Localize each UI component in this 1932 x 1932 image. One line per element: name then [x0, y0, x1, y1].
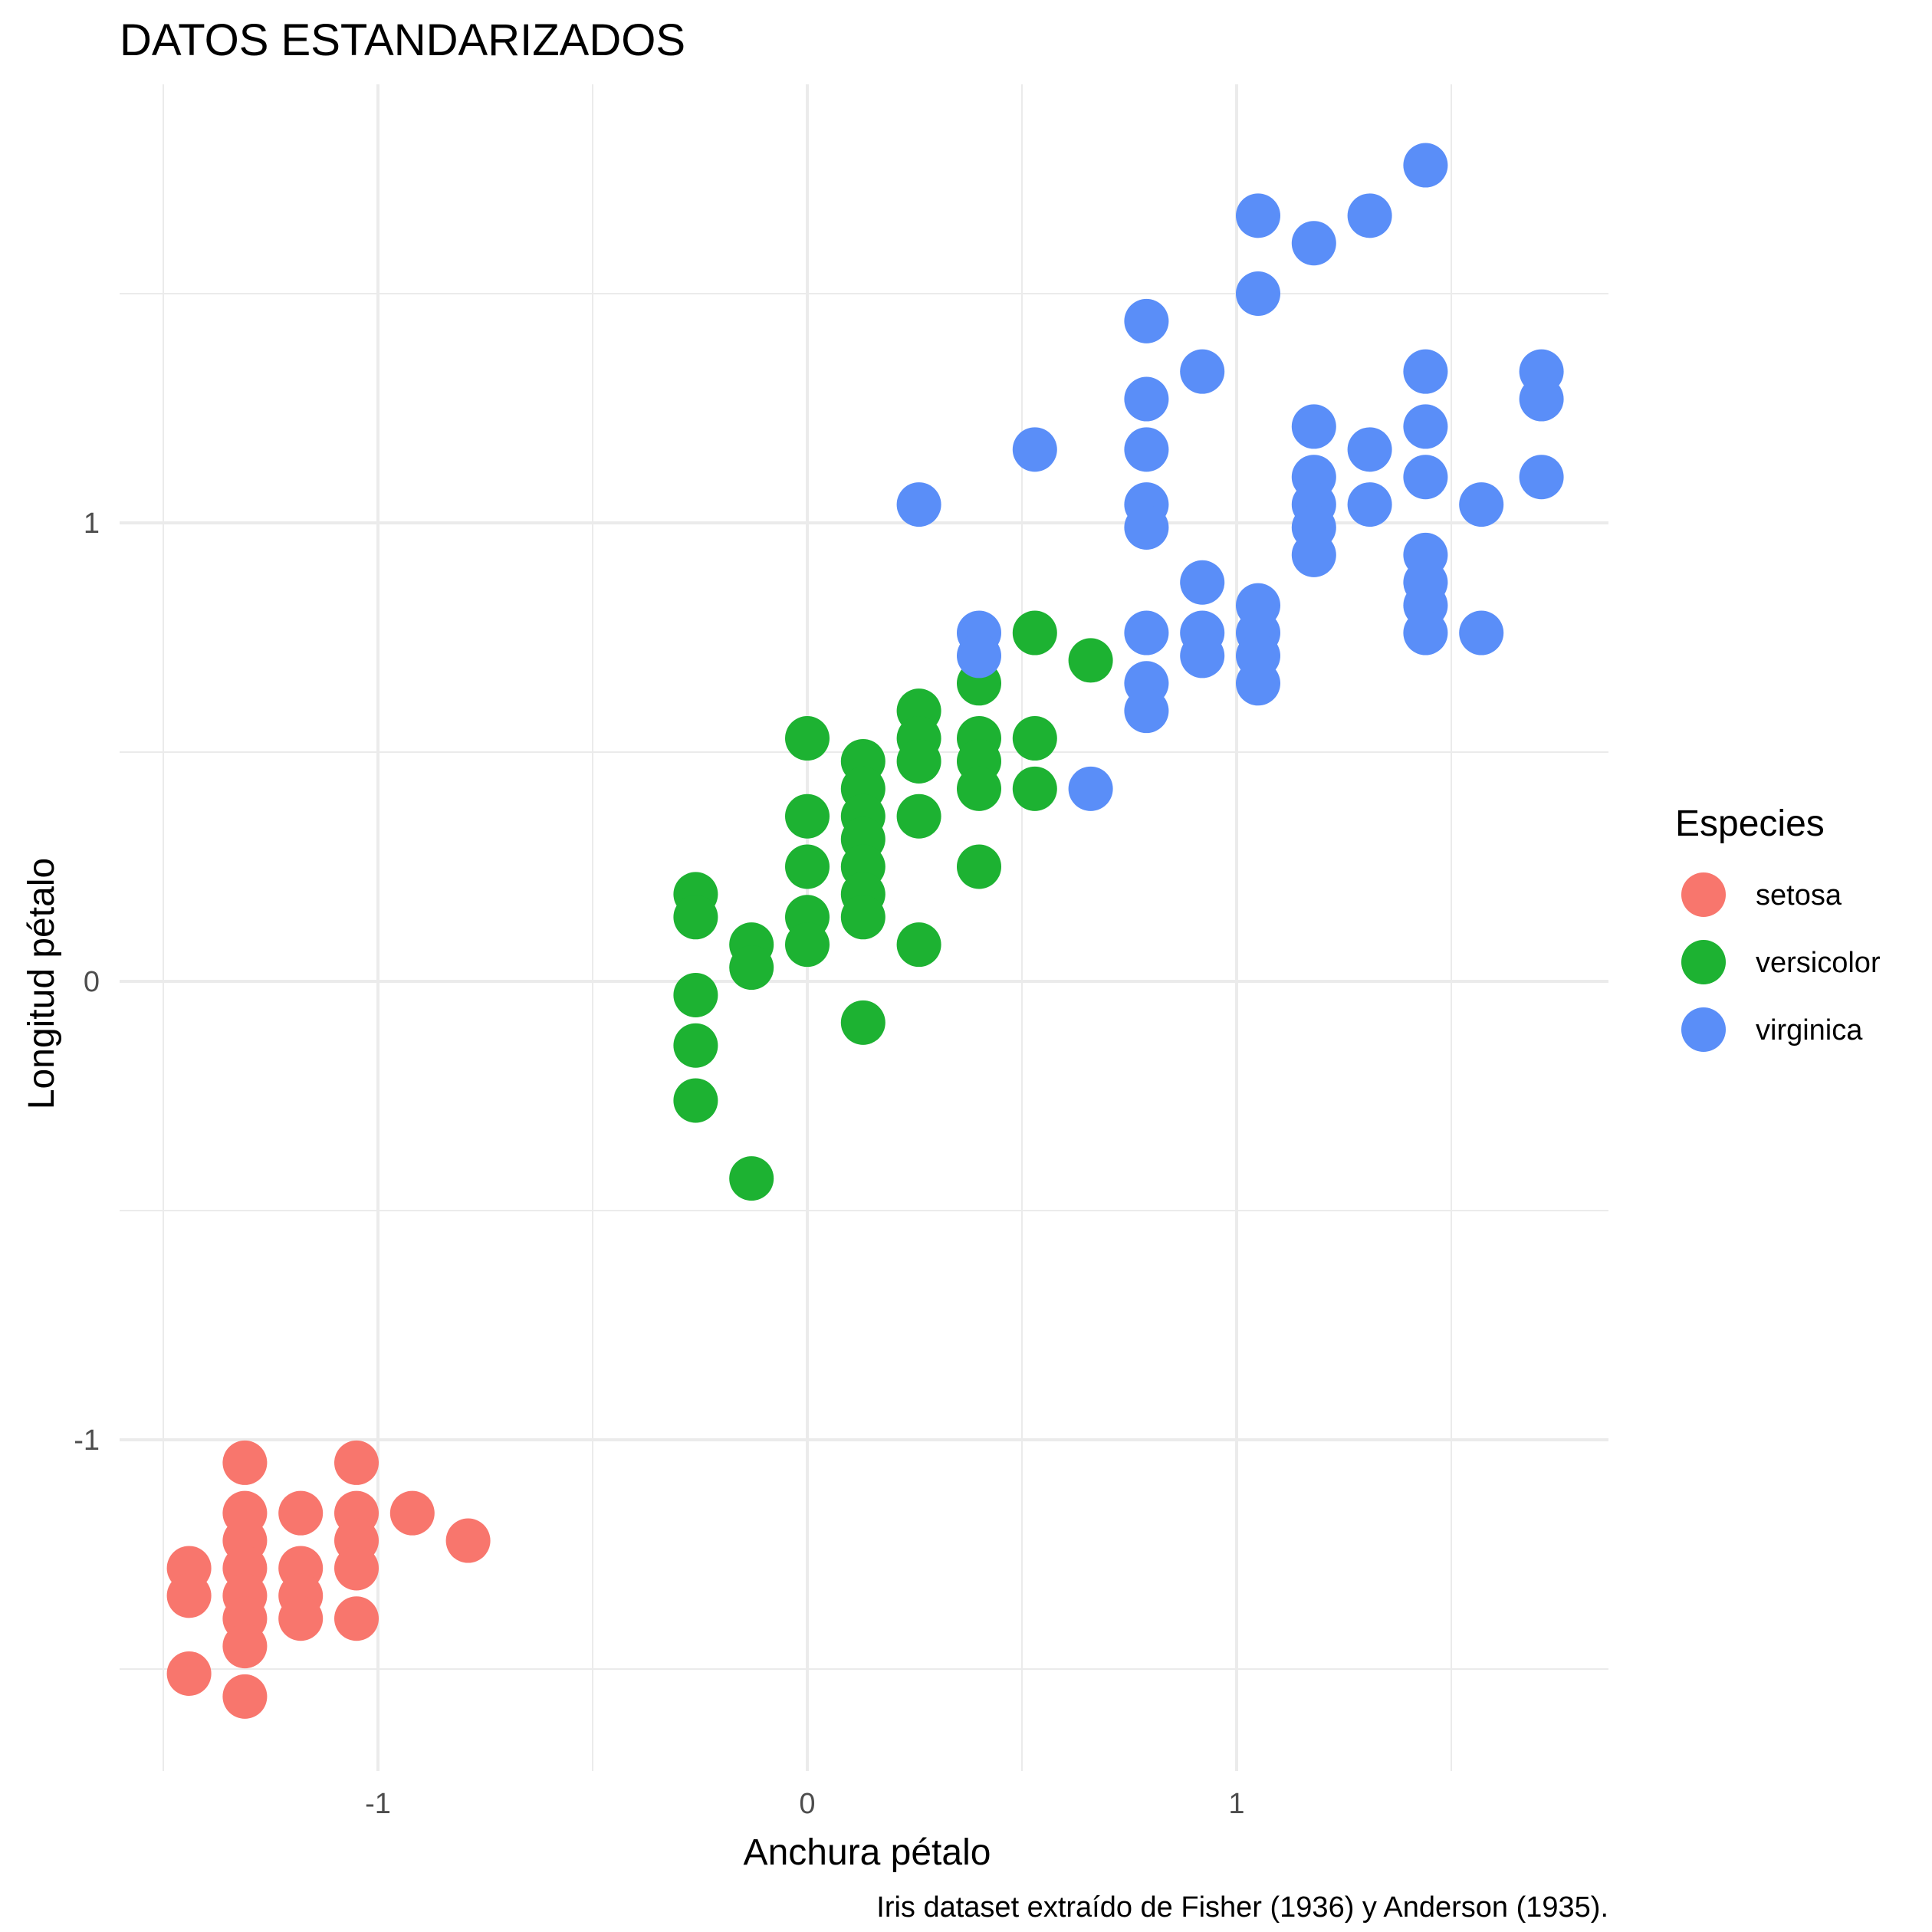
point-virginica — [1180, 560, 1225, 605]
point-versicolor — [840, 895, 886, 940]
point-versicolor — [729, 1156, 774, 1201]
point-virginica — [1403, 143, 1448, 188]
point-setosa — [334, 1596, 379, 1641]
point-versicolor — [957, 766, 1001, 811]
point-versicolor — [673, 895, 718, 940]
x-tick-label: 1 — [1228, 1788, 1244, 1820]
point-setosa — [222, 1624, 268, 1669]
legend-label-setosa: setosa — [1756, 879, 1842, 912]
point-setosa — [334, 1440, 379, 1485]
legend-key-versicolor — [1681, 940, 1726, 984]
point-setosa — [278, 1596, 324, 1641]
point-versicolor — [896, 738, 941, 784]
point-setosa — [389, 1490, 435, 1536]
point-versicolor — [1012, 716, 1057, 761]
legend-title: Especies — [1675, 803, 1825, 844]
chart-title: DATOS ESTANDARIZADOS — [120, 15, 685, 65]
point-virginica — [1124, 610, 1169, 656]
point-virginica — [1291, 404, 1336, 449]
point-virginica — [1180, 633, 1225, 678]
x-axis-title: Anchura pétalo — [744, 1832, 991, 1873]
data-points — [166, 143, 1564, 1719]
point-virginica — [1124, 427, 1169, 472]
point-virginica — [1124, 504, 1169, 550]
point-versicolor — [1012, 766, 1057, 811]
point-versicolor — [1012, 610, 1057, 656]
point-virginica — [1403, 610, 1448, 656]
x-axis-ticks: -1 0 1 — [365, 1788, 1244, 1820]
y-axis-ticks: -1 0 1 — [74, 508, 100, 1457]
point-virginica — [1403, 404, 1448, 449]
legend-label-virginica: virginica — [1756, 1014, 1863, 1046]
point-setosa — [166, 1651, 212, 1696]
chart-caption: Iris dataset extraído de Fisher (1936) y… — [876, 1891, 1608, 1924]
point-setosa — [166, 1573, 212, 1618]
point-virginica — [1236, 661, 1280, 706]
point-virginica — [1291, 221, 1336, 266]
point-versicolor — [673, 1023, 718, 1068]
point-versicolor — [957, 844, 1001, 889]
point-virginica — [1347, 193, 1392, 238]
point-virginica — [1124, 688, 1169, 734]
legend-key-setosa — [1681, 872, 1726, 917]
point-virginica — [1236, 193, 1280, 238]
point-versicolor — [1068, 638, 1113, 683]
x-tick-label: -1 — [365, 1788, 391, 1820]
legend-label-versicolor: versicolor — [1756, 947, 1881, 979]
point-versicolor — [673, 972, 718, 1017]
point-virginica — [896, 482, 941, 527]
point-virginica — [1068, 766, 1113, 811]
point-versicolor — [785, 844, 830, 889]
point-versicolor — [785, 794, 830, 839]
point-virginica — [1459, 610, 1504, 656]
y-tick-label: -1 — [74, 1424, 100, 1457]
point-virginica — [1403, 349, 1448, 394]
point-versicolor — [785, 716, 830, 761]
point-virginica — [957, 633, 1001, 678]
point-virginica — [1291, 532, 1336, 577]
point-setosa — [334, 1546, 379, 1591]
point-versicolor — [840, 1000, 886, 1045]
y-tick-label: 0 — [84, 966, 100, 998]
point-virginica — [1124, 298, 1169, 343]
point-virginica — [1519, 455, 1564, 500]
point-virginica — [1236, 271, 1280, 316]
y-tick-label: 1 — [84, 508, 100, 540]
point-versicolor — [896, 922, 941, 968]
legend-key-virginica — [1681, 1007, 1726, 1052]
point-virginica — [1403, 455, 1448, 500]
point-setosa — [278, 1490, 324, 1536]
point-versicolor — [785, 922, 830, 968]
point-versicolor — [729, 945, 774, 991]
point-setosa — [445, 1518, 491, 1563]
x-tick-label: 0 — [799, 1788, 815, 1820]
point-versicolor — [896, 794, 941, 839]
point-virginica — [1459, 482, 1504, 527]
legend: Especies setosa versicolor virginica — [1675, 803, 1881, 1052]
point-virginica — [1347, 427, 1392, 472]
point-virginica — [1012, 427, 1057, 472]
point-virginica — [1347, 482, 1392, 527]
point-setosa — [222, 1674, 268, 1719]
y-axis-title: Longitud pétalo — [21, 858, 62, 1109]
point-setosa — [222, 1440, 268, 1485]
point-versicolor — [673, 1078, 718, 1123]
point-virginica — [1180, 349, 1225, 394]
point-virginica — [1124, 376, 1169, 422]
point-virginica — [1519, 376, 1564, 422]
